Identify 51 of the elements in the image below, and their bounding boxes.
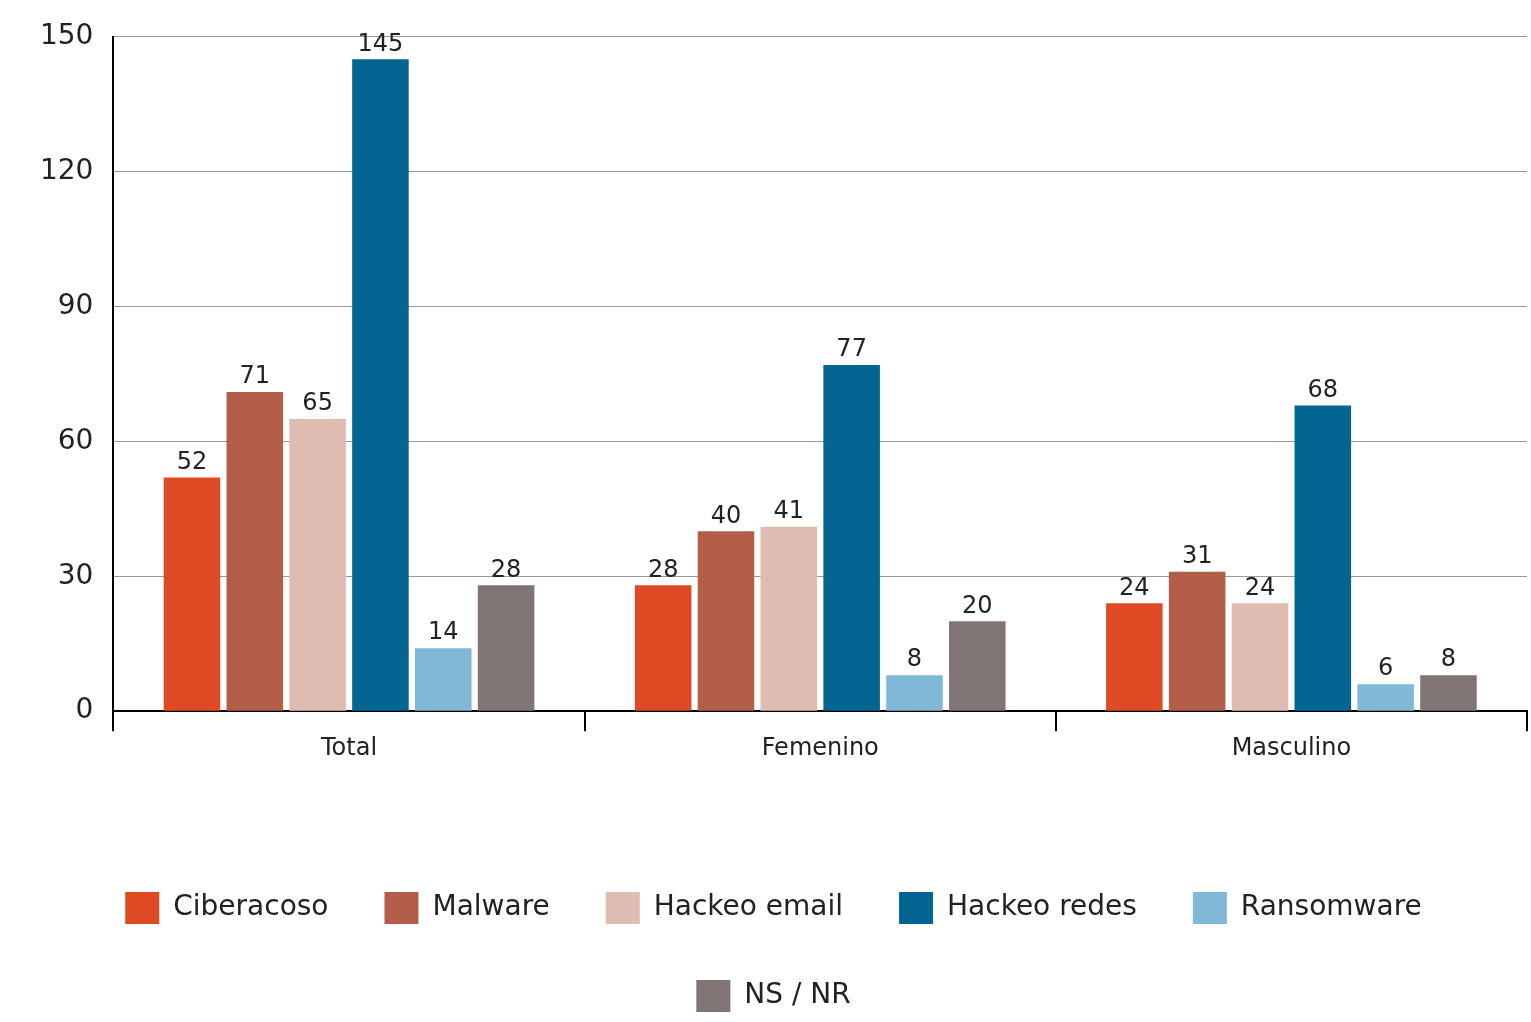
data-label: 71 bbox=[239, 361, 271, 390]
data-label: 6 bbox=[1378, 653, 1394, 682]
bar bbox=[163, 477, 221, 711]
legend-label: Hackeo redes bbox=[947, 889, 1137, 923]
legend-label: Ransomware bbox=[1240, 889, 1422, 923]
bar bbox=[1106, 603, 1163, 711]
data-label: 8 bbox=[1440, 644, 1457, 673]
legend-label: NS / NR bbox=[744, 977, 851, 1011]
x-tick-label: Masculino bbox=[1231, 732, 1352, 761]
data-label: 65 bbox=[302, 388, 333, 417]
bar bbox=[1231, 603, 1289, 711]
legend-label: Malware bbox=[432, 889, 550, 923]
bar bbox=[886, 675, 943, 711]
y-tick-label: 0 bbox=[75, 692, 94, 726]
bar bbox=[949, 621, 1006, 711]
data-label: 24 bbox=[1244, 572, 1276, 601]
bar bbox=[1420, 675, 1477, 711]
bar bbox=[289, 418, 346, 711]
data-label: 28 bbox=[490, 554, 522, 583]
data-label: 14 bbox=[428, 617, 459, 646]
bar bbox=[415, 648, 472, 711]
bar bbox=[1294, 405, 1352, 711]
data-label: 41 bbox=[773, 496, 805, 525]
bar bbox=[697, 531, 755, 711]
y-tick-label: 150 bbox=[39, 18, 94, 52]
data-label: 52 bbox=[176, 446, 208, 475]
y-tick-label: 90 bbox=[57, 287, 94, 321]
bar bbox=[226, 391, 284, 711]
x-tick-label: Total bbox=[320, 732, 378, 761]
x-tick-label: Femenino bbox=[761, 732, 879, 761]
data-label: 20 bbox=[962, 590, 993, 619]
y-tick-label: 60 bbox=[57, 422, 94, 456]
bar bbox=[1168, 571, 1226, 711]
legend-label: Hackeo email bbox=[653, 889, 844, 923]
data-label: 24 bbox=[1119, 572, 1150, 601]
bar bbox=[477, 585, 535, 711]
data-label: 31 bbox=[1181, 541, 1213, 570]
legend-label: Ciberacoso bbox=[173, 889, 329, 923]
bar bbox=[352, 59, 409, 711]
y-tick-label: 30 bbox=[57, 557, 94, 591]
bar bbox=[1357, 684, 1414, 711]
bar bbox=[760, 526, 818, 711]
y-tick-label: 120 bbox=[39, 152, 94, 186]
data-label: 145 bbox=[357, 28, 404, 57]
data-label: 68 bbox=[1307, 374, 1339, 403]
data-label: 8 bbox=[906, 644, 923, 673]
bar bbox=[634, 585, 692, 711]
data-label: 77 bbox=[836, 334, 867, 363]
data-label: 28 bbox=[647, 554, 679, 583]
bar bbox=[823, 365, 880, 711]
data-label: 40 bbox=[710, 500, 742, 529]
